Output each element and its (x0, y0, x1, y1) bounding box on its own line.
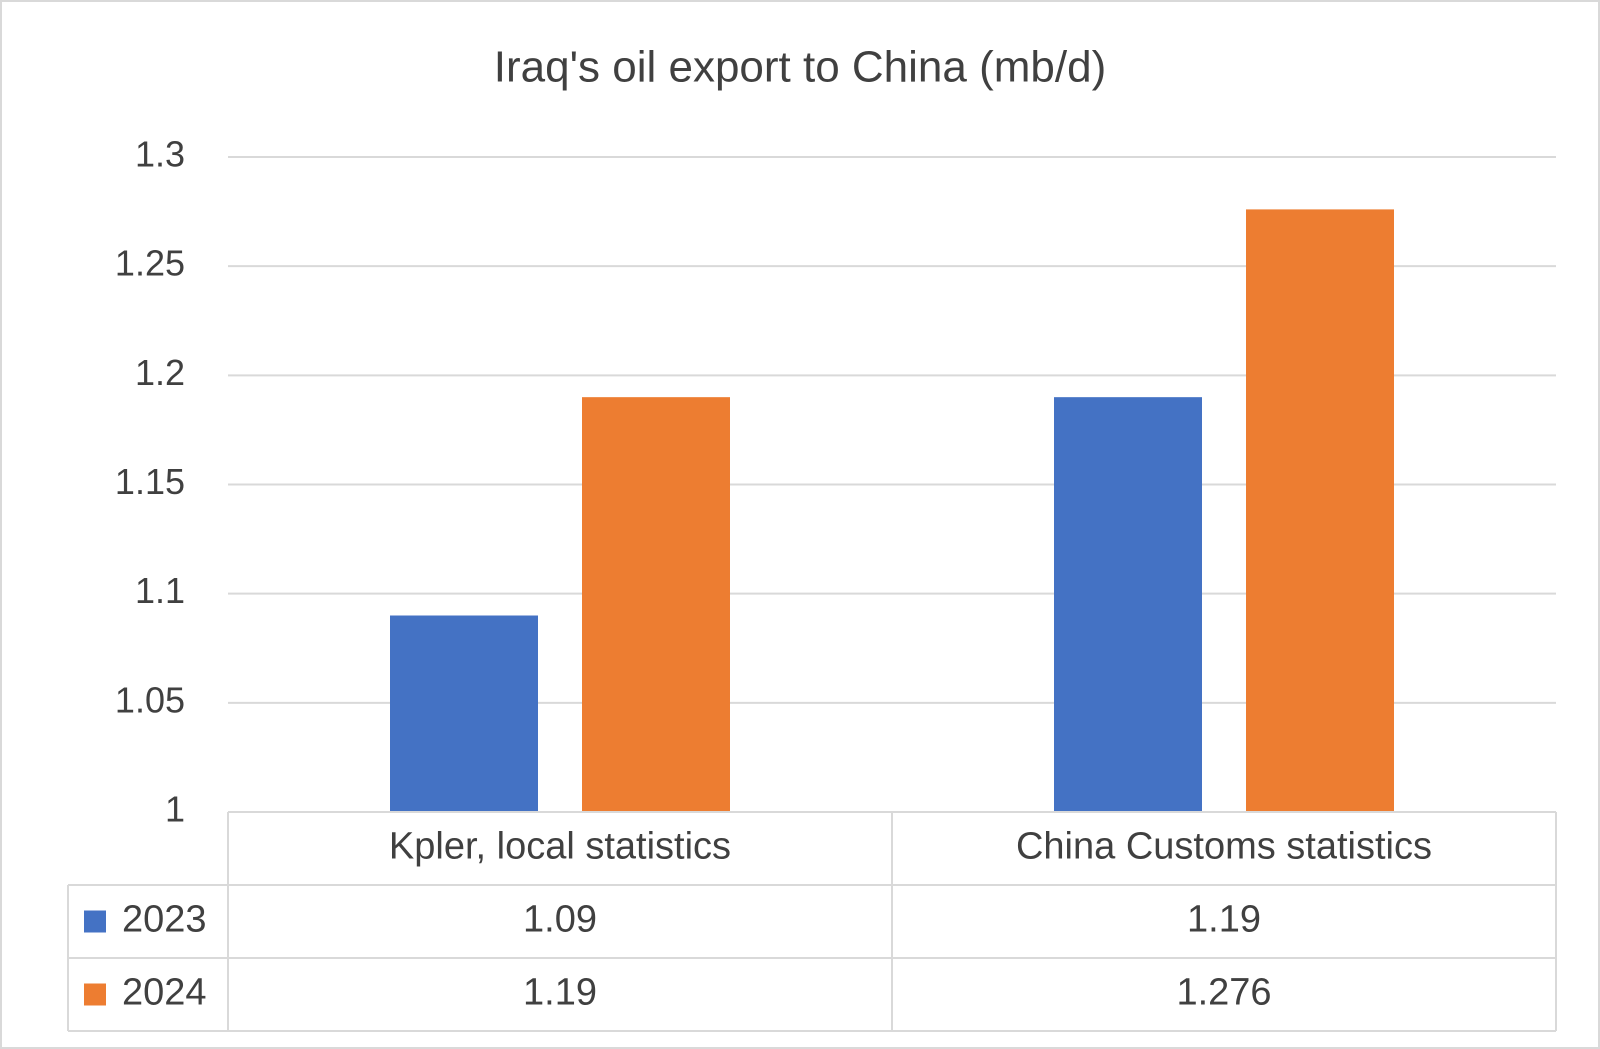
y-tick-label: 1.15 (115, 461, 185, 502)
legend-label: 2024 (122, 972, 207, 1014)
y-tick-label: 1.2 (135, 352, 185, 393)
bar (1054, 397, 1202, 812)
y-tick-label: 1.1 (135, 570, 185, 611)
legend-key (84, 983, 106, 1006)
legend-key (84, 910, 106, 933)
chart-title: Iraq's oil export to China (mb/d) (494, 43, 1106, 92)
x-tick-label: Kpler, local statistics (389, 826, 731, 868)
legend-label: 2023 (122, 899, 207, 941)
x-tick-label: China Customs statistics (1016, 826, 1432, 868)
y-tick-label: 1.3 (135, 134, 185, 175)
table-value: 1.19 (523, 972, 597, 1014)
bar (1246, 209, 1394, 812)
table-value: 1.276 (1176, 972, 1271, 1014)
table-value: 1.09 (523, 899, 597, 941)
y-tick-label: 1.05 (115, 679, 185, 720)
y-tick-label: 1.25 (115, 243, 185, 284)
bar (390, 615, 538, 812)
bar (582, 397, 730, 812)
y-tick-label: 1 (165, 789, 185, 830)
table-value: 1.19 (1187, 899, 1261, 941)
